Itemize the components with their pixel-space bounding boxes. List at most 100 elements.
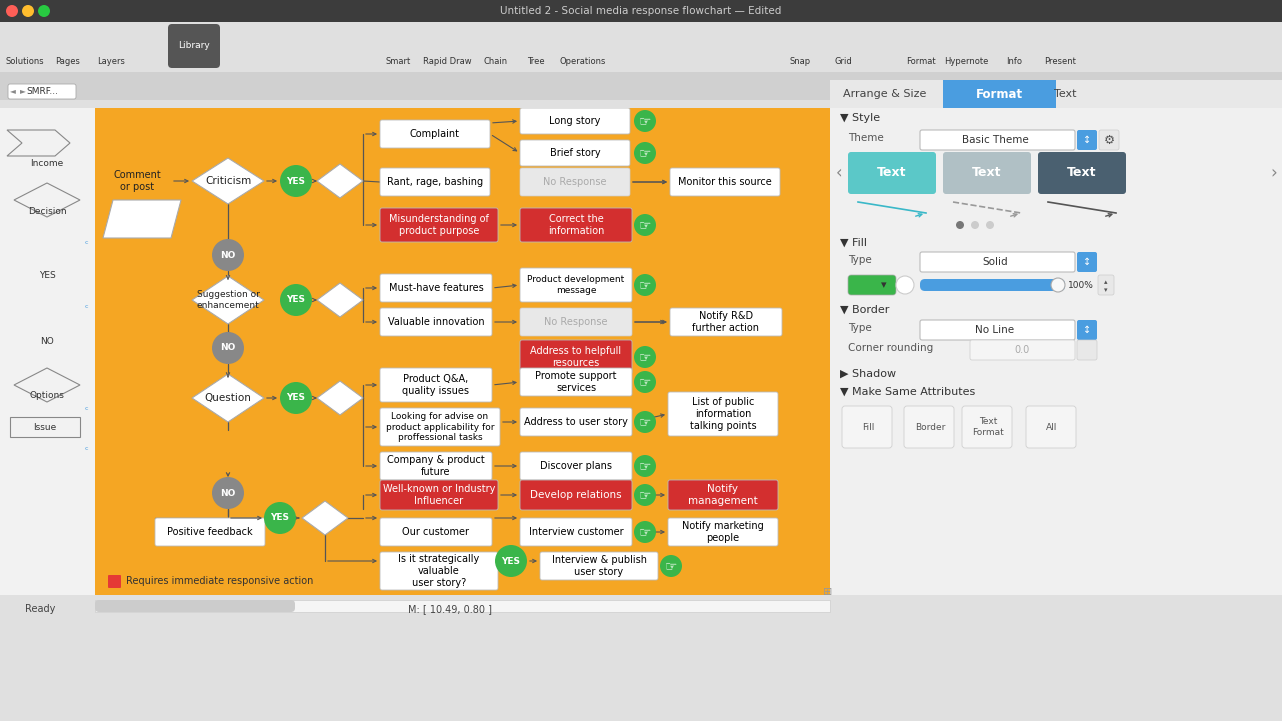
FancyBboxPatch shape bbox=[540, 552, 658, 580]
Text: Product development
message: Product development message bbox=[527, 275, 624, 295]
Circle shape bbox=[212, 239, 244, 271]
Text: ▾: ▾ bbox=[1104, 287, 1108, 293]
Bar bbox=[944, 80, 1056, 108]
Text: Text: Text bbox=[1054, 89, 1077, 99]
Text: Promote support
services: Promote support services bbox=[536, 371, 617, 393]
FancyBboxPatch shape bbox=[1097, 275, 1114, 295]
FancyBboxPatch shape bbox=[920, 320, 1076, 340]
Text: Correct the
information: Correct the information bbox=[547, 214, 604, 236]
FancyBboxPatch shape bbox=[1077, 130, 1097, 150]
Text: Options: Options bbox=[29, 392, 64, 400]
Text: ☞: ☞ bbox=[638, 218, 651, 232]
Text: NO: NO bbox=[221, 250, 236, 260]
Circle shape bbox=[635, 110, 656, 132]
FancyBboxPatch shape bbox=[920, 279, 1065, 291]
Text: ⌃: ⌃ bbox=[174, 604, 182, 614]
FancyBboxPatch shape bbox=[108, 575, 121, 588]
Text: YES: YES bbox=[271, 513, 290, 523]
Text: Solid: Solid bbox=[982, 257, 1008, 267]
Text: Theme: Theme bbox=[847, 133, 883, 143]
Text: ☞: ☞ bbox=[638, 459, 651, 473]
Bar bbox=[0, 595, 1282, 721]
Circle shape bbox=[6, 5, 18, 17]
Text: YES: YES bbox=[38, 272, 55, 280]
FancyBboxPatch shape bbox=[520, 140, 629, 166]
Text: Format: Format bbox=[906, 58, 936, 66]
Text: Info: Info bbox=[1006, 58, 1022, 66]
FancyBboxPatch shape bbox=[379, 308, 492, 336]
FancyBboxPatch shape bbox=[379, 120, 490, 148]
Text: Custom 58%: Custom 58% bbox=[109, 604, 171, 614]
FancyBboxPatch shape bbox=[842, 406, 892, 448]
Text: NO: NO bbox=[221, 343, 236, 353]
Text: YES: YES bbox=[286, 394, 305, 402]
Text: ▾: ▾ bbox=[881, 280, 887, 290]
Text: Notify R&D
further action: Notify R&D further action bbox=[692, 311, 759, 333]
Polygon shape bbox=[192, 276, 264, 324]
Text: YES: YES bbox=[286, 177, 305, 185]
Text: ☞: ☞ bbox=[638, 146, 651, 160]
Text: No Line: No Line bbox=[976, 325, 1014, 335]
Text: Operations: Operations bbox=[560, 58, 606, 66]
Text: Fill: Fill bbox=[862, 423, 874, 431]
Text: ☞: ☞ bbox=[665, 559, 677, 573]
Text: Text: Text bbox=[877, 167, 906, 180]
FancyBboxPatch shape bbox=[95, 600, 295, 612]
Text: ☞: ☞ bbox=[638, 114, 651, 128]
Text: No Response: No Response bbox=[545, 317, 608, 327]
Circle shape bbox=[635, 371, 656, 393]
Text: ☞: ☞ bbox=[638, 350, 651, 364]
Text: ☞: ☞ bbox=[638, 488, 651, 502]
Text: Solutions: Solutions bbox=[5, 58, 45, 66]
Text: ▼ Fill: ▼ Fill bbox=[840, 238, 867, 248]
Bar bbox=[0, 22, 1282, 72]
Text: Text
Format: Text Format bbox=[972, 417, 1004, 437]
Text: Snap: Snap bbox=[790, 58, 810, 66]
FancyBboxPatch shape bbox=[944, 152, 1031, 194]
FancyBboxPatch shape bbox=[8, 84, 76, 99]
Text: ▼ Style: ▼ Style bbox=[840, 113, 881, 123]
Text: Tree: Tree bbox=[527, 58, 545, 66]
Text: Type: Type bbox=[847, 323, 872, 333]
FancyBboxPatch shape bbox=[962, 406, 1011, 448]
Text: Suggestion or
enhancement: Suggestion or enhancement bbox=[196, 291, 259, 310]
Circle shape bbox=[635, 142, 656, 164]
Text: Type: Type bbox=[847, 255, 872, 265]
Circle shape bbox=[279, 284, 312, 316]
Circle shape bbox=[1051, 278, 1065, 292]
Text: ►: ► bbox=[21, 87, 26, 95]
Circle shape bbox=[635, 214, 656, 236]
FancyBboxPatch shape bbox=[670, 308, 782, 336]
FancyBboxPatch shape bbox=[668, 392, 778, 436]
Text: NO: NO bbox=[221, 489, 236, 497]
Text: c: c bbox=[85, 239, 88, 244]
Circle shape bbox=[635, 346, 656, 368]
Polygon shape bbox=[103, 200, 181, 238]
Text: Corner rounding: Corner rounding bbox=[847, 343, 933, 353]
Bar bbox=[0, 0, 1282, 22]
FancyBboxPatch shape bbox=[155, 518, 265, 546]
Text: Border: Border bbox=[915, 423, 945, 431]
Text: ☞: ☞ bbox=[638, 375, 651, 389]
Text: Text: Text bbox=[972, 167, 1001, 180]
Text: Address to user story: Address to user story bbox=[524, 417, 628, 427]
Text: Grid: Grid bbox=[835, 58, 851, 66]
Text: Positive feedback: Positive feedback bbox=[167, 527, 253, 537]
Text: ◄: ◄ bbox=[10, 87, 15, 95]
Text: Requires immediate responsive action: Requires immediate responsive action bbox=[126, 576, 313, 586]
FancyBboxPatch shape bbox=[970, 340, 1076, 360]
FancyBboxPatch shape bbox=[520, 208, 632, 242]
FancyBboxPatch shape bbox=[1077, 320, 1097, 340]
Circle shape bbox=[38, 5, 50, 17]
Text: c: c bbox=[85, 446, 88, 451]
FancyBboxPatch shape bbox=[668, 480, 778, 510]
Polygon shape bbox=[192, 158, 264, 204]
Bar bbox=[0, 108, 95, 595]
Bar bbox=[829, 80, 1282, 108]
Text: Chain: Chain bbox=[483, 58, 508, 66]
Text: Develop relations: Develop relations bbox=[531, 490, 622, 500]
Bar bbox=[95, 600, 829, 612]
Polygon shape bbox=[303, 501, 347, 535]
Polygon shape bbox=[192, 374, 264, 422]
FancyBboxPatch shape bbox=[379, 408, 500, 446]
